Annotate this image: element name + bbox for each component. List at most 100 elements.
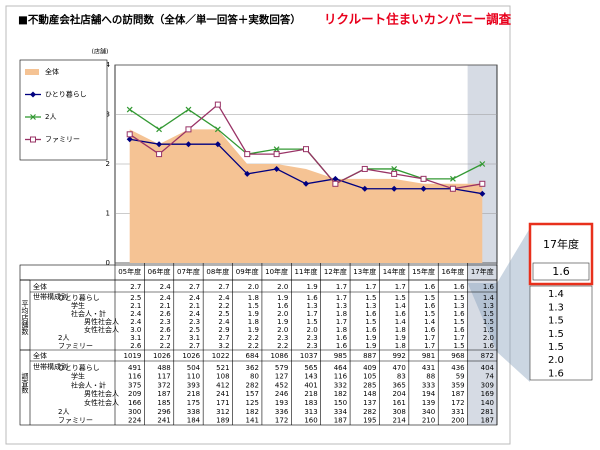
cell: 139 [422, 399, 435, 407]
cell: 887 [363, 352, 376, 360]
legend-marker [30, 136, 36, 143]
cell: 1.8 [248, 318, 259, 326]
cell: 2.4 [130, 318, 142, 326]
row-label: 2人 [58, 408, 69, 416]
x-tick-label: 12年度 [324, 267, 347, 276]
cell: 200 [451, 417, 464, 425]
cell: 241 [216, 390, 229, 398]
cell: 1.7 [395, 283, 406, 291]
callout-value: 1.5 [548, 342, 564, 353]
cell: 1.8 [336, 326, 347, 334]
cell: 137 [363, 399, 376, 407]
cell: 1026 [153, 352, 171, 360]
cell: 1.7 [307, 310, 318, 318]
cell: 1.3 [453, 302, 464, 310]
cell: 2.6 [160, 326, 172, 334]
cell: 1.9 [365, 342, 376, 350]
cell: 1.5 [365, 294, 376, 302]
row-label: 2人 [58, 334, 69, 342]
legend-label: ひとり暮らし [45, 90, 87, 99]
cell: 2.0 [307, 326, 318, 334]
cell: 1019 [124, 352, 142, 360]
cell: 1.3 [307, 302, 318, 310]
point [185, 126, 192, 133]
cell: 336 [275, 408, 289, 416]
cell: 1.6 [365, 326, 377, 334]
cell: 218 [187, 390, 200, 398]
cell: 2.3 [160, 318, 171, 326]
cell: 1.4 [395, 302, 407, 310]
cell: 300 [128, 408, 141, 416]
point [156, 141, 163, 148]
cell: 1.6 [336, 342, 348, 350]
x-tick-label: 09年度 [236, 267, 259, 276]
x-tick-label: 15年度 [412, 267, 435, 276]
cell: 313 [304, 408, 317, 416]
cell: 171 [216, 399, 229, 407]
cell: 116 [334, 373, 348, 381]
point [273, 146, 280, 153]
cell: 491 [128, 364, 141, 372]
cell: 521 [216, 364, 229, 372]
cell: 1.5 [424, 294, 435, 302]
title: ■不動産会社店舗への訪問数（全体／単一回答＋実数回答） [18, 13, 301, 26]
cell: 2.7 [189, 283, 200, 291]
callout-title: 17年度 [543, 237, 579, 251]
cell: 1086 [270, 352, 288, 360]
point [303, 146, 309, 153]
point [449, 185, 456, 192]
cell: 1.6 [307, 294, 319, 302]
cell: 372 [157, 381, 170, 389]
callout-value: 1.6 [548, 368, 564, 379]
source: リクルート住まいカンパニー調査 [324, 12, 512, 27]
cell: 334 [334, 408, 348, 416]
cell: 2.4 [189, 310, 201, 318]
point [244, 151, 251, 158]
cell: 2.4 [160, 294, 172, 302]
cell: 375 [128, 381, 141, 389]
cell: 992 [392, 352, 405, 360]
x-tick-label: 14年度 [383, 267, 406, 276]
cell: 2.2 [277, 342, 288, 350]
cell: 1.9 [248, 326, 259, 334]
cell: 1.6 [424, 302, 436, 310]
cell: 2.4 [130, 310, 142, 318]
cell: 401 [304, 381, 317, 389]
cell: 452 [275, 381, 288, 389]
cell: 209 [128, 390, 141, 398]
cell: 2.0 [277, 283, 288, 291]
x-tick-label: 11年度 [295, 267, 318, 276]
cell: 684 [246, 352, 260, 360]
cell: 1.5 [483, 326, 494, 334]
row-label: ひとり暮らし [58, 293, 100, 302]
cell: 2.4 [160, 283, 172, 291]
point [420, 175, 427, 182]
cell: 565 [304, 364, 317, 372]
point [185, 141, 192, 148]
cell: 2.7 [130, 283, 141, 291]
cell: 2.1 [130, 302, 141, 310]
cell: 2.7 [218, 334, 229, 342]
cell: 3.2 [218, 342, 229, 350]
cell: 157 [246, 390, 259, 398]
cell: 2.4 [189, 294, 201, 302]
callout-value: 1.5 [548, 329, 564, 340]
cell: 1.3 [336, 302, 347, 310]
cell: 143 [304, 373, 317, 381]
cell: 2.1 [189, 302, 200, 310]
cell: 2.6 [160, 310, 172, 318]
x-tick-label: 06年度 [148, 267, 171, 276]
cell: 1.6 [483, 342, 495, 350]
legend-label: 全体 [45, 67, 59, 76]
cell: 175 [187, 399, 200, 407]
y-tick-label: 4 [106, 61, 111, 69]
section-label: 調査数 [21, 372, 29, 395]
cell: 187 [451, 390, 464, 398]
point [273, 151, 280, 158]
cell: 2.7 [218, 283, 229, 291]
callout-total-box [532, 262, 590, 281]
point [156, 126, 163, 133]
cell: 1.9 [248, 310, 259, 318]
cell: 3.0 [130, 326, 141, 334]
